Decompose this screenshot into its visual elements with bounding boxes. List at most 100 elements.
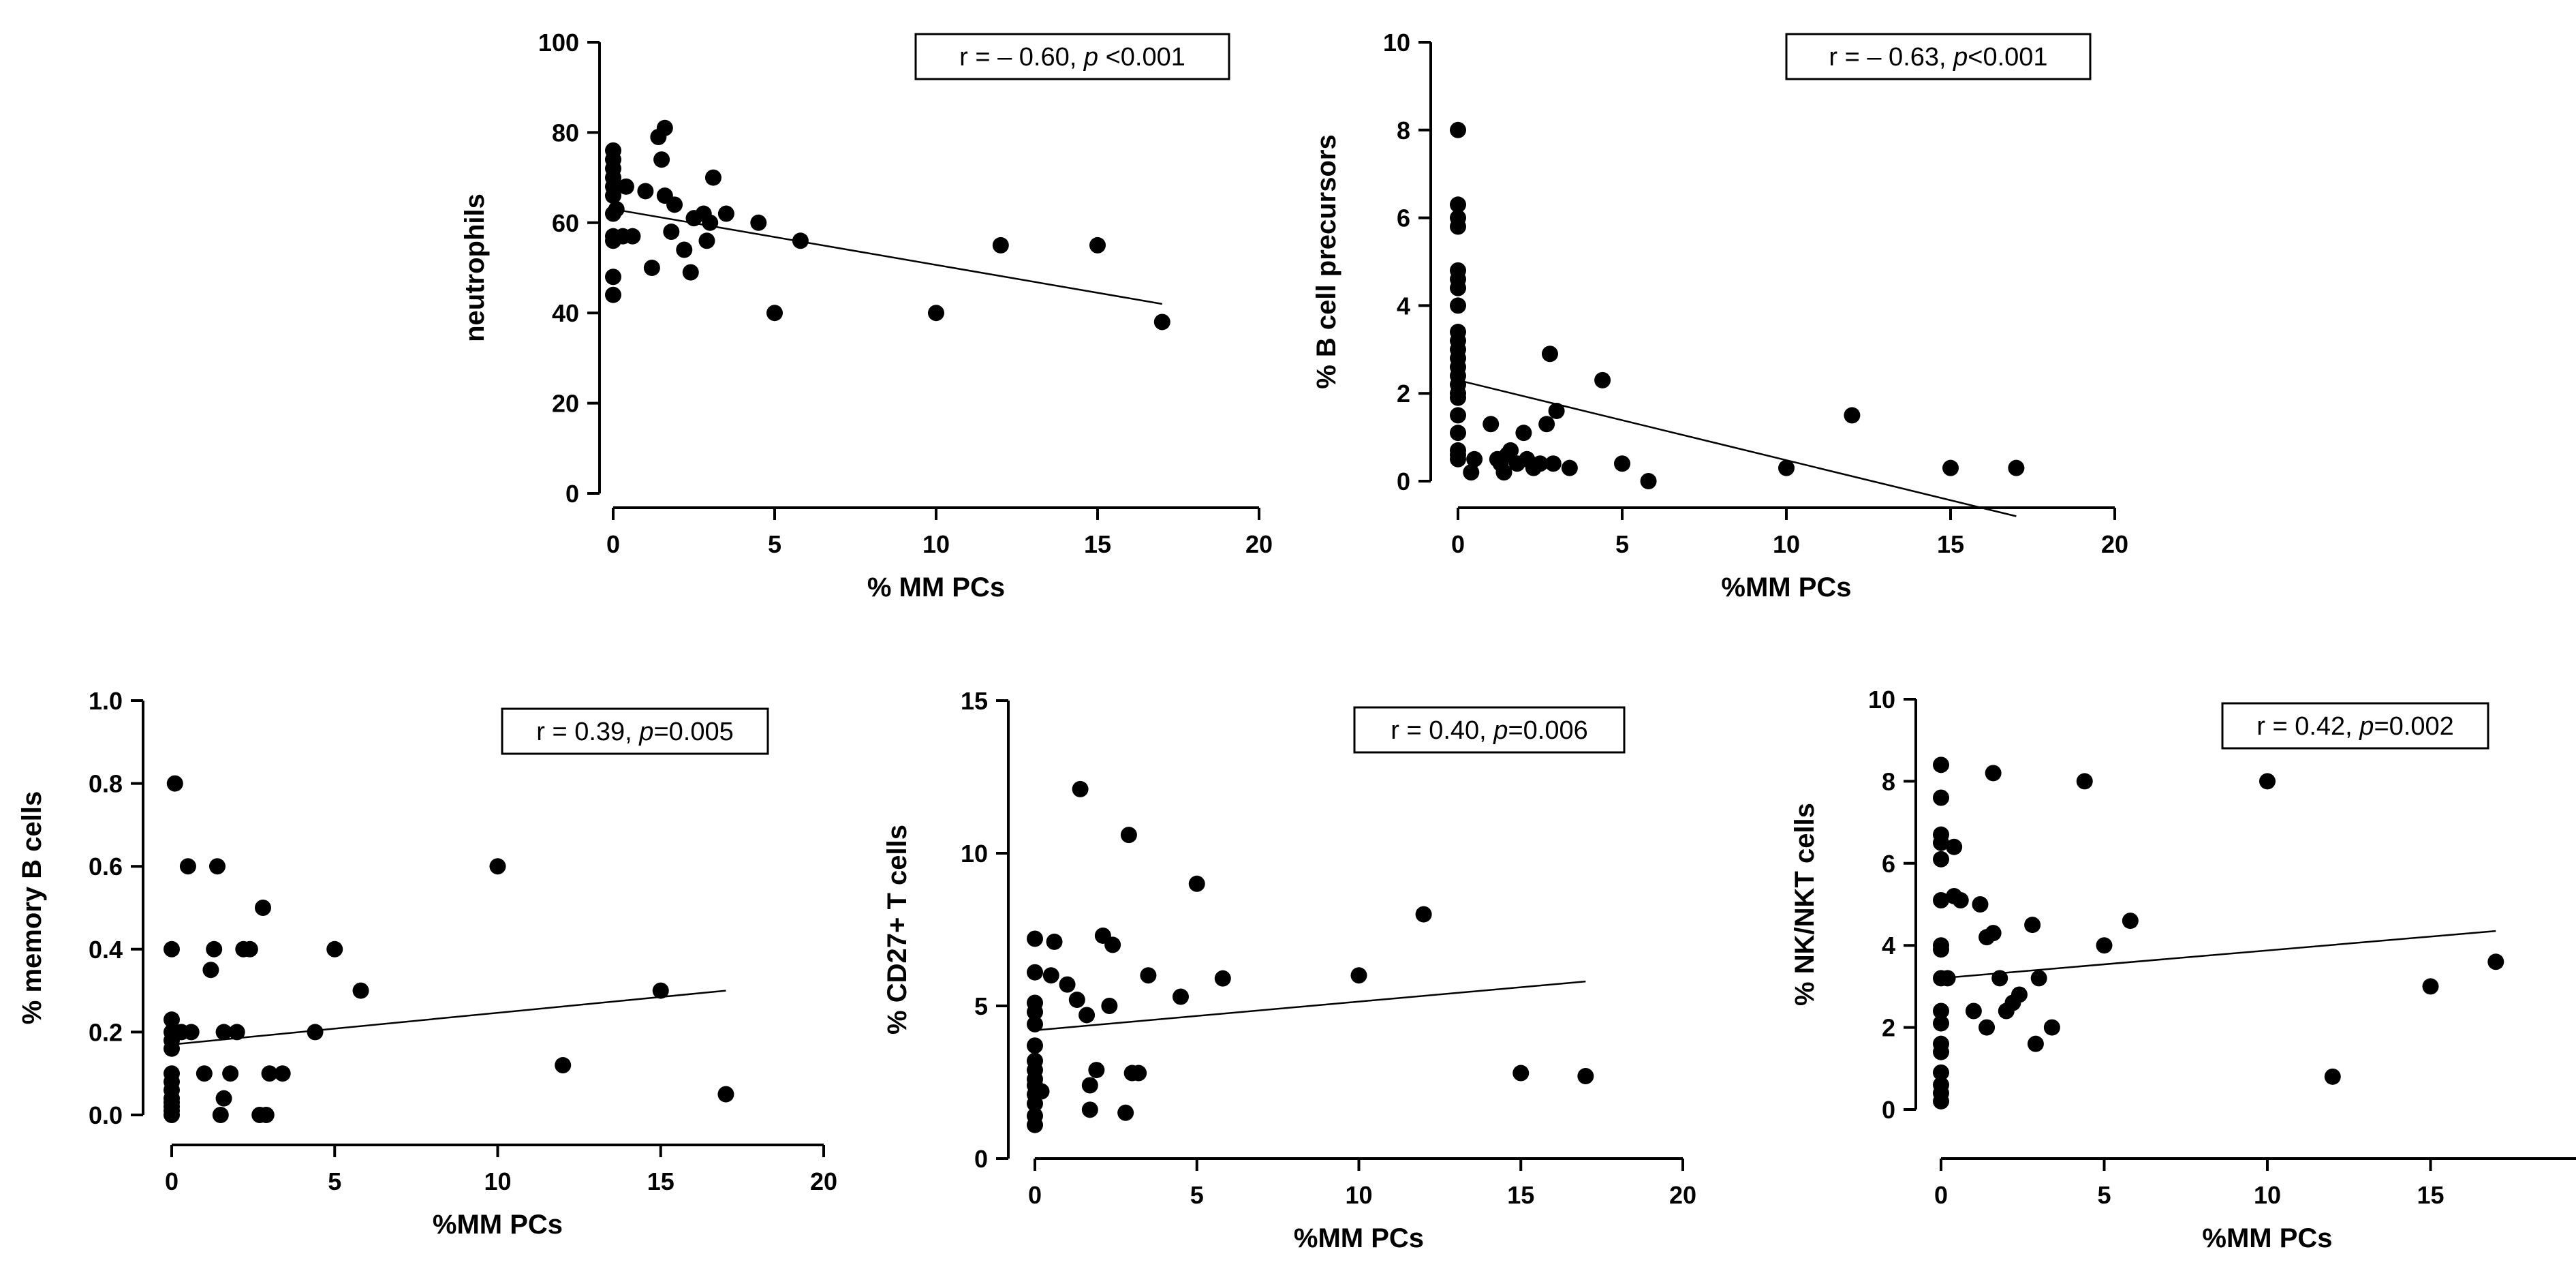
data-point xyxy=(792,232,809,249)
data-point xyxy=(1059,976,1076,993)
data-point xyxy=(1985,925,2002,942)
x-tick-label: 20 xyxy=(810,1167,837,1195)
data-point xyxy=(682,264,699,281)
data-point xyxy=(1046,933,1063,950)
data-point xyxy=(1081,1077,1098,1094)
data-point xyxy=(717,1086,734,1103)
stats-r: r = – 0.63, xyxy=(1829,43,1953,72)
data-point xyxy=(1965,1002,1982,1020)
data-point xyxy=(1450,279,1466,296)
y-tick-label: 0.0 xyxy=(89,1101,123,1129)
stats-r: r = 0.42, xyxy=(2256,712,2359,741)
panel-3: 0 5 10 15 20 0.0 0.2 0.4 0.6 0.8 1.0 %MM PCs % memor… xyxy=(17,687,837,1240)
x-tick-label: 10 xyxy=(922,530,950,558)
y-tick-label: 0 xyxy=(1882,1096,1895,1124)
data-point xyxy=(653,151,670,168)
y-tick-label: 10 xyxy=(961,840,988,868)
data-point xyxy=(164,1040,180,1057)
data-point xyxy=(1081,1101,1098,1118)
y-tick-label: 8 xyxy=(1882,767,1895,795)
stats-p-symbol: p xyxy=(2359,712,2374,741)
data-point xyxy=(1450,425,1466,442)
y-tick-label: 4 xyxy=(1882,932,1895,960)
y-tick-label: 40 xyxy=(552,299,579,327)
data-point xyxy=(164,1011,180,1028)
data-point xyxy=(1214,970,1231,987)
data-point xyxy=(663,224,680,241)
stats-box xyxy=(1353,706,1626,754)
stats-label: r = 0.39, p=0.005 xyxy=(536,718,733,746)
data-point xyxy=(179,858,196,875)
data-point xyxy=(1561,459,1578,476)
data-point xyxy=(489,858,506,875)
data-point xyxy=(1027,1037,1043,1054)
data-point xyxy=(676,241,693,258)
stats-p-value: =0.005 xyxy=(653,718,733,746)
data-point xyxy=(1778,459,1795,476)
stats-r: r = 0.40, xyxy=(1391,716,1493,745)
x-tick-label: 15 xyxy=(2417,1181,2444,1209)
data-point xyxy=(274,1065,291,1082)
stats-r: r = – 0.60, xyxy=(959,43,1084,72)
data-point xyxy=(1614,455,1630,472)
data-point xyxy=(1512,1065,1530,1082)
data-point xyxy=(1495,464,1512,481)
x-axis-title: %MM PCs xyxy=(1294,1223,1424,1253)
data-point xyxy=(704,169,721,186)
data-point xyxy=(617,178,634,195)
data-point xyxy=(1483,416,1500,433)
data-point xyxy=(605,269,621,286)
data-point xyxy=(1515,425,1532,442)
stats-p-symbol: p xyxy=(1953,43,1968,72)
data-point xyxy=(222,1065,239,1082)
stats-label: r = 0.40, p=0.006 xyxy=(1391,716,1587,745)
y-axis-title: % CD27+ T cells xyxy=(882,825,912,1035)
x-tick-label: 15 xyxy=(1937,530,1964,558)
data-point xyxy=(1088,1062,1105,1079)
data-point xyxy=(1933,1064,1949,1081)
stats-p-symbol: p xyxy=(1493,716,1508,745)
data-point xyxy=(1577,1068,1594,1085)
data-point xyxy=(1450,407,1466,424)
x-tick-label: 0 xyxy=(606,530,620,558)
data-point xyxy=(1933,941,1949,958)
data-point xyxy=(228,1024,245,1041)
data-point xyxy=(1078,1007,1096,1024)
data-point xyxy=(2024,917,2041,934)
stats-label: r = 0.42, p=0.002 xyxy=(2256,712,2453,741)
stats-p-value: =0.002 xyxy=(2374,712,2453,741)
data-point xyxy=(1153,313,1170,331)
data-point xyxy=(656,119,673,136)
data-point xyxy=(1463,464,1480,481)
data-point xyxy=(2027,1035,2044,1052)
data-point xyxy=(1415,906,1432,923)
data-point xyxy=(1104,936,1121,953)
data-point xyxy=(2043,1019,2060,1036)
data-point xyxy=(261,1065,278,1082)
stats-r: r = 0.39, xyxy=(536,718,639,746)
data-point xyxy=(1991,970,2008,987)
data-point xyxy=(1548,402,1565,419)
data-point xyxy=(2324,1068,2341,1085)
y-axis-title: % memory B cells xyxy=(17,791,47,1024)
y-tick-label: 6 xyxy=(1397,204,1410,232)
data-point xyxy=(1117,1104,1134,1121)
data-point xyxy=(1188,875,1205,892)
data-point xyxy=(1027,1003,1043,1020)
data-point xyxy=(2011,986,2028,1003)
x-tick-label: 5 xyxy=(1190,1181,1204,1209)
data-point xyxy=(1594,371,1611,388)
data-point xyxy=(1844,407,1861,424)
y-axis-title: % NK/NKT cells xyxy=(1790,803,1820,1006)
data-point xyxy=(2259,773,2276,790)
data-point xyxy=(643,260,660,276)
data-point xyxy=(608,200,625,217)
regression-line xyxy=(1034,980,1586,1032)
data-point xyxy=(215,1090,232,1107)
x-tick-label: 5 xyxy=(768,530,781,558)
data-point xyxy=(2030,970,2047,987)
stats-box xyxy=(2221,702,2489,750)
y-axis-title: % B cell precursors xyxy=(1312,134,1341,389)
data-point xyxy=(1985,765,2002,782)
data-point xyxy=(1933,851,1949,868)
